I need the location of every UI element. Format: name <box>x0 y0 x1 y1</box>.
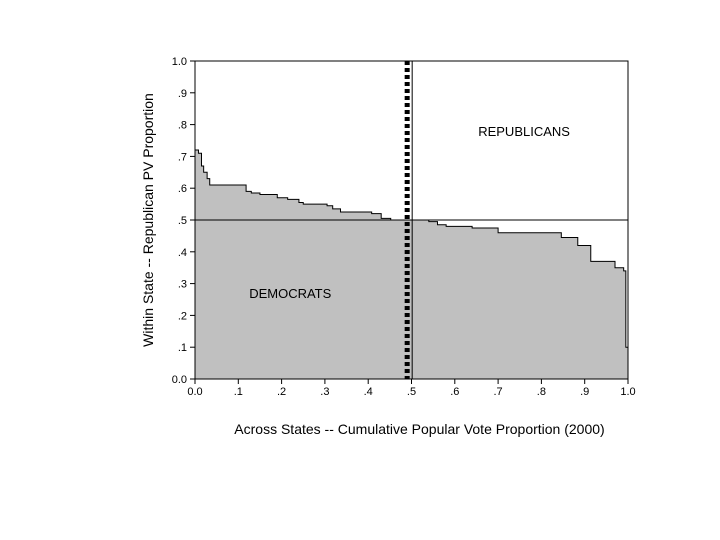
area-fill <box>195 150 628 379</box>
y-tick-label: .5 <box>178 215 187 227</box>
x-tick-label: .7 <box>494 386 503 398</box>
x-tick-label: .4 <box>364 386 373 398</box>
x-tick-label: .2 <box>277 386 286 398</box>
y-tick-label: .3 <box>178 279 187 291</box>
x-tick-label: .9 <box>580 386 589 398</box>
annotation-democrats: DEMOCRATS <box>249 286 331 301</box>
y-tick-label: .8 <box>178 120 187 132</box>
y-tick-label: .2 <box>178 310 187 322</box>
y-tick-label: 0.0 <box>172 374 187 386</box>
x-tick-label: 1.0 <box>620 386 635 398</box>
annotation-republicans: REPUBLICANS <box>478 124 570 139</box>
y-axis: 0.0 .1 .2 .3 .4 .5 .6 .7 .8 .9 1.0 <box>172 56 195 386</box>
x-tick-label: 0.0 <box>187 386 202 398</box>
plot-area <box>194 60 629 380</box>
x-tick-label: .3 <box>320 386 329 398</box>
y-tick-label: 1.0 <box>172 56 187 68</box>
y-tick-label: .6 <box>178 183 187 195</box>
x-axis-title: Across States -- Cumulative Popular Vote… <box>234 421 604 437</box>
x-tick-label: .8 <box>537 386 546 398</box>
x-axis: 0.0 .1 .2 .3 .4 .5 .6 .7 .8 .9 1.0 <box>187 379 636 398</box>
y-tick-label: .7 <box>178 151 187 163</box>
y-tick-label: .1 <box>178 342 187 354</box>
x-tick-label: .1 <box>234 386 243 398</box>
x-tick-label: .5 <box>407 386 416 398</box>
y-tick-label: .9 <box>178 88 187 100</box>
x-tick-label: .6 <box>450 386 459 398</box>
y-axis-title: Within State -- Republican PV Proportion <box>140 93 156 347</box>
y-tick-label: .4 <box>178 247 187 259</box>
step-line <box>195 149 628 348</box>
